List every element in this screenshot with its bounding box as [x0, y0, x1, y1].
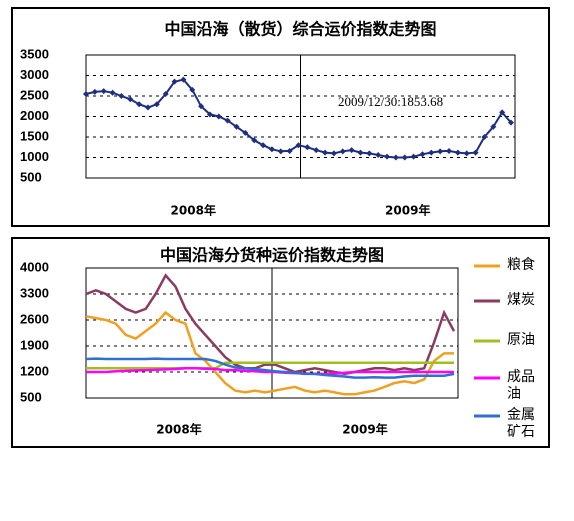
point-marker [499, 109, 506, 116]
point-marker [339, 148, 346, 155]
point-marker [419, 151, 426, 158]
point-marker [428, 149, 435, 156]
y-tick-label: 500 [20, 389, 42, 404]
point-marker [268, 146, 275, 153]
legend-label: 金属矿石 [507, 407, 535, 440]
y-tick-label: 4000 [20, 259, 49, 274]
y-tick-label: 1900 [20, 337, 49, 352]
point-marker [83, 90, 89, 97]
chart-title: 中国沿海分货种运价指数走势图 [160, 246, 384, 265]
point-marker [286, 147, 293, 154]
point-marker [206, 111, 213, 118]
point-marker [144, 104, 151, 111]
point-marker [215, 113, 222, 120]
point-marker [233, 123, 240, 130]
point-marker [224, 117, 231, 124]
point-marker [446, 147, 453, 154]
series-line [85, 310, 454, 396]
annotation: 2009/12/30:1853.68 [338, 94, 443, 109]
point-marker [508, 119, 514, 126]
x-group-label: 2008年 [156, 422, 201, 437]
legend-label: 煤炭 [507, 292, 535, 308]
point-marker [180, 76, 187, 83]
point-marker [348, 147, 355, 154]
legend-label: 粮食 [507, 257, 535, 273]
point-marker [304, 144, 311, 151]
point-marker [375, 152, 382, 159]
point-marker [198, 103, 205, 110]
point-marker [490, 123, 497, 130]
y-tick-label: 2000 [20, 108, 49, 123]
y-tick-label: 500 [20, 169, 42, 184]
chart-title: 中国沿海（散货）综合运价指数走势图 [164, 20, 436, 39]
point-marker [463, 150, 470, 157]
point-marker [295, 142, 302, 149]
point-marker [242, 129, 249, 136]
point-marker [162, 90, 169, 97]
point-marker [481, 134, 488, 140]
point-marker [384, 153, 391, 160]
point-marker [153, 101, 160, 108]
point-marker [330, 150, 337, 157]
series-line [86, 367, 454, 376]
y-tick-label: 3500 [20, 46, 49, 61]
series-line [85, 357, 455, 379]
point-marker [171, 78, 178, 85]
y-tick-label: 2500 [20, 87, 49, 102]
point-marker [91, 88, 98, 95]
x-group-label: 2009年 [385, 203, 430, 218]
point-marker [437, 148, 444, 155]
y-tick-label: 1500 [20, 128, 49, 143]
point-marker [277, 148, 284, 155]
y-tick-label: 1200 [20, 363, 49, 378]
point-marker [136, 101, 143, 108]
legend-label: 原油 [507, 332, 535, 348]
point-marker [260, 142, 267, 149]
point-marker [189, 86, 196, 93]
y-tick-label: 3300 [20, 285, 49, 300]
frame [11, 237, 550, 448]
series-line [86, 361, 454, 370]
point-marker [109, 89, 116, 96]
y-tick-label: 2600 [20, 311, 49, 326]
legend-label: 成品油 [507, 369, 535, 402]
point-marker [322, 149, 329, 156]
x-group-label: 2009年 [342, 422, 387, 437]
point-marker [472, 149, 479, 156]
point-marker [392, 154, 399, 161]
series-line [85, 273, 456, 376]
point-marker [366, 150, 373, 157]
point-marker [401, 154, 408, 161]
point-marker [100, 88, 107, 95]
point-marker [118, 93, 125, 99]
point-marker [313, 147, 320, 154]
point-marker [454, 149, 461, 156]
y-tick-label: 1000 [20, 149, 49, 164]
point-marker [357, 149, 364, 156]
frame [11, 7, 550, 227]
point-marker [127, 96, 134, 103]
x-group-label: 2008年 [171, 203, 216, 218]
y-tick-label: 3000 [20, 67, 49, 82]
point-marker [410, 153, 417, 160]
point-marker [251, 137, 258, 144]
